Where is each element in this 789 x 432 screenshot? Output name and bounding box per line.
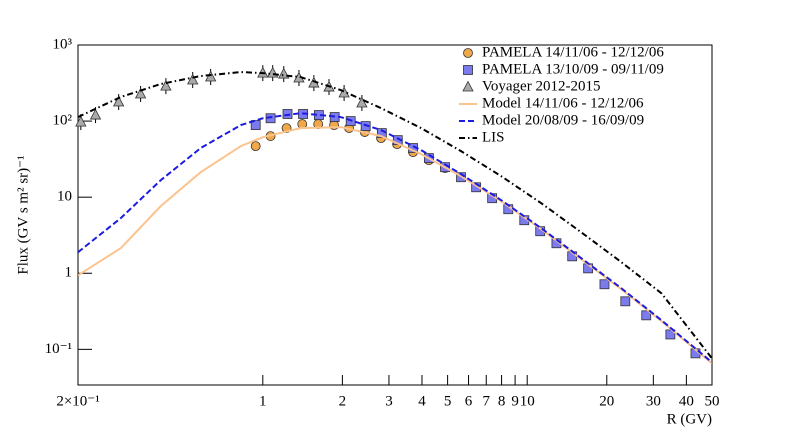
x-tick-label: 5 bbox=[444, 393, 452, 409]
point bbox=[89, 108, 102, 120]
y-tick-label: 10² bbox=[53, 113, 73, 129]
x-tick-label: 30 bbox=[646, 393, 661, 409]
x-tick-label: 7 bbox=[482, 393, 490, 409]
x-tick-label: 9 bbox=[511, 393, 519, 409]
line bbox=[78, 112, 712, 364]
x-tick-label: 20 bbox=[599, 393, 614, 409]
legend-label: PAMELA 14/11/06 - 12/12/06 bbox=[482, 44, 664, 60]
point bbox=[265, 113, 276, 124]
point bbox=[267, 66, 279, 78]
legend-label: PAMELA 13/10/09 - 09/11/09 bbox=[482, 61, 664, 77]
point bbox=[113, 95, 125, 107]
x-tick-label: 4 bbox=[418, 393, 426, 409]
legend-label: Model 14/11/06 - 12/12/06 bbox=[482, 95, 644, 111]
point bbox=[134, 87, 147, 99]
x-tick-label: 1 bbox=[259, 393, 267, 409]
point bbox=[338, 86, 350, 98]
y-tick-label: 10⁻¹ bbox=[45, 341, 72, 357]
x-tick-label: 40 bbox=[679, 393, 694, 409]
point bbox=[641, 310, 652, 321]
point bbox=[160, 79, 172, 91]
line bbox=[78, 71, 712, 360]
point bbox=[250, 120, 261, 130]
legend-label: Model 20/08/09 - 16/09/09 bbox=[482, 112, 644, 128]
y-tick-label: 1 bbox=[65, 265, 73, 281]
x-tick-label: 2×10⁻¹ bbox=[56, 393, 99, 409]
point bbox=[356, 96, 368, 108]
legend-label: Voyager 2012-2015 bbox=[482, 78, 600, 94]
x-tick-label: 6 bbox=[465, 393, 473, 409]
plot-frame bbox=[77, 44, 713, 386]
x-tick-label: 3 bbox=[385, 393, 393, 409]
y-tick-label: 10³ bbox=[53, 36, 73, 52]
x-tick-label: 50 bbox=[705, 393, 720, 409]
legend-swatch bbox=[463, 65, 473, 75]
point bbox=[75, 115, 87, 127]
point bbox=[250, 141, 261, 152]
legend-swatch bbox=[463, 48, 473, 58]
point bbox=[599, 279, 610, 290]
legend-label: LIS bbox=[482, 129, 505, 145]
x-axis-label: R (GV) bbox=[667, 411, 712, 427]
point bbox=[620, 296, 631, 307]
point bbox=[376, 128, 387, 139]
legend-swatch bbox=[462, 80, 474, 92]
point bbox=[187, 73, 199, 85]
y-tick-label: 10 bbox=[57, 189, 72, 205]
x-tick-label: 8 bbox=[498, 393, 506, 409]
line bbox=[78, 126, 712, 365]
point bbox=[278, 67, 290, 79]
y-axis-label: Flux (GV s m² sr)⁻¹ bbox=[15, 155, 31, 274]
x-tick-label: 2 bbox=[339, 393, 347, 409]
x-tick-label: 10 bbox=[520, 393, 535, 409]
